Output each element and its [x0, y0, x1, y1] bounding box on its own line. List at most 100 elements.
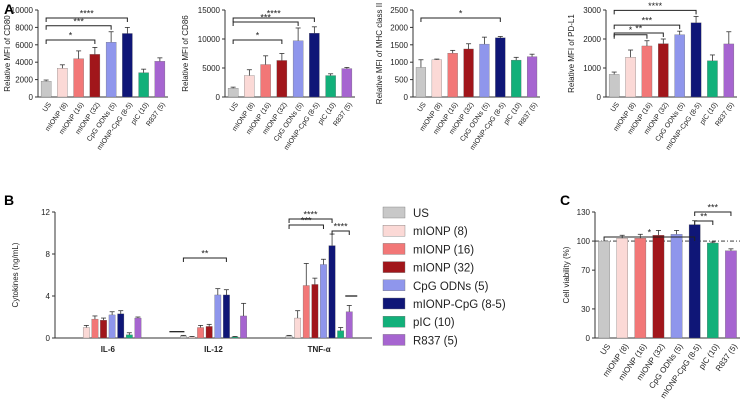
panel-a4-y-tick-label: 1000 — [583, 64, 601, 73]
panel-c-significance-bracket — [694, 220, 714, 225]
legend-label: pIC (10) — [413, 317, 455, 329]
legend-label: CpG ODNs (5) — [413, 281, 489, 293]
panel-b-bar — [214, 294, 222, 339]
mhc-class-ii-chart: 0 500 1000 1500 2000 2500 Relative MFI of MHC … — [375, 3, 540, 152]
panel-a4-bar — [641, 45, 653, 98]
panel-a2-significance-label: *** — [260, 12, 271, 22]
legend-swatch — [382, 243, 406, 255]
panel-a4-y-axis-title: Relative MFI of PD-L1 — [567, 14, 576, 93]
panel-a1-bar — [138, 72, 149, 98]
panel-a4-significance-label: **** — [648, 1, 663, 11]
panel-a1-bar — [122, 33, 133, 98]
panel-c-bar — [598, 240, 610, 339]
panel-c-y-tick-label: 30 — [581, 305, 590, 314]
panel-a3-y-tick-label: 1000 — [390, 58, 408, 67]
panel-a1-y-axis-title: Relative MFI of CD80 — [3, 15, 12, 92]
panel-b-bar — [180, 335, 187, 339]
panel-b-bar — [134, 317, 142, 339]
panel-c-bar — [634, 238, 647, 339]
panel-b-bar — [311, 284, 319, 339]
panel-a3-bar — [447, 53, 458, 98]
panel-a1-significance-bracket — [45, 39, 96, 44]
panel-b-y-axis-title: Cytokines (ng/mL) — [11, 242, 20, 307]
panel-a4-x-tick-label: US — [610, 101, 622, 113]
panel-a2-y-tick-label: 10000 — [198, 35, 221, 44]
panel-a4-bar — [608, 74, 620, 98]
panel-a2-y-axis-title: Relative MFI of CD86 — [181, 15, 190, 92]
panel-b-y-tick-label: 12 — [41, 208, 50, 217]
panel-a1-bar — [57, 68, 68, 98]
panel-a4-bar — [690, 22, 702, 98]
panel-b-bar — [231, 336, 239, 339]
panel-b-significance-bracket — [331, 230, 350, 235]
panel-b-significance-label: ** — [201, 249, 209, 259]
panel-a4-bar — [707, 60, 718, 98]
panel-a2-bar — [260, 64, 271, 98]
panel-a3-y-tick-label: 1500 — [390, 41, 408, 50]
panel-b-bar — [91, 318, 99, 339]
panel-b-bar — [82, 327, 90, 339]
panel-a2-bar — [341, 68, 353, 98]
panel-a4-y-tick-label: 2000 — [583, 35, 601, 44]
panel-a1-significance-bracket — [45, 17, 128, 22]
panel-b-significance-bracket — [182, 257, 227, 262]
panel-a3-bar — [463, 48, 474, 98]
legend-label: mIONP (16) — [413, 244, 474, 256]
panel-a1-x-tick-label: US — [42, 101, 54, 113]
panel-c-y-axis-title: Cell viability (%) — [562, 246, 571, 303]
panel-b-bar — [205, 326, 213, 339]
panel-c-y-tick-label: 70 — [581, 266, 590, 275]
panel-c-bar — [616, 238, 628, 339]
legend-label: mIONP-CpG (8-5) — [413, 299, 506, 311]
panel-a4-y-tick-label: 0 — [597, 93, 602, 102]
panel-a2-bar — [227, 88, 239, 98]
panel-a4-bar — [674, 34, 685, 98]
panel-b-x-tick-label: TNF-α — [308, 345, 331, 354]
panel-c-significance-label: ** — [700, 212, 708, 222]
panel-a2-y-tick-label: 15000 — [198, 6, 221, 15]
panel-a3-y-tick-label: 0 — [404, 93, 409, 102]
panel-c-bar — [652, 235, 665, 339]
panel-a4-significance-bracket — [613, 32, 664, 37]
panel-a1-bar — [105, 42, 117, 98]
panel-a4-bar — [658, 43, 669, 98]
panel-c-x-tick-label: US — [599, 342, 613, 356]
panel-a3-significance-label: * — [459, 9, 463, 19]
panel-c-bar — [707, 242, 719, 339]
panel-b-significance-bracket — [288, 224, 324, 229]
panel-a4-bar — [625, 57, 636, 98]
panel-a3-bar — [526, 56, 538, 98]
panel-a3-bar — [431, 59, 442, 98]
panel-a1-bar — [73, 58, 84, 98]
panel-b-y-tick-label: 8 — [46, 250, 51, 259]
panel-b-bar — [197, 327, 204, 339]
panel-a4-bar — [723, 43, 735, 98]
panel-b-x-tick-label: IL-6 — [101, 345, 116, 354]
panel-a2-bar — [292, 40, 304, 98]
panel-c-bar — [688, 224, 701, 339]
panel-a2-significance-label: * — [256, 31, 260, 41]
panel-c-y-tick-label: 100 — [577, 237, 591, 246]
panel-a3-significance-bracket — [420, 17, 501, 22]
legend-swatch — [382, 261, 406, 273]
panel-a3-bar — [495, 37, 506, 98]
panel-a1-y-tick-label: 10000 — [11, 6, 34, 15]
panel-b-bar — [294, 317, 302, 339]
panel-a1-bar — [154, 61, 166, 98]
legend-label: R837 (5) — [413, 335, 458, 347]
panel-c-bar — [670, 234, 683, 339]
panel-a2-bar — [325, 75, 336, 98]
panel-b-significance-bracket — [288, 218, 333, 223]
panel-a1-significance-label: * — [69, 31, 73, 41]
panel-a2-bar — [276, 60, 288, 98]
panel-a3-bar — [479, 43, 490, 98]
panel-a3-x-tick-label: US — [417, 101, 429, 113]
panel-a1-y-tick-label: 4000 — [15, 58, 33, 67]
panel-b-significance-label: **** — [334, 222, 349, 232]
panel-a4-significance-label: ** — [635, 24, 643, 34]
panel-b-x-tick-label: IL-12 — [204, 345, 223, 354]
